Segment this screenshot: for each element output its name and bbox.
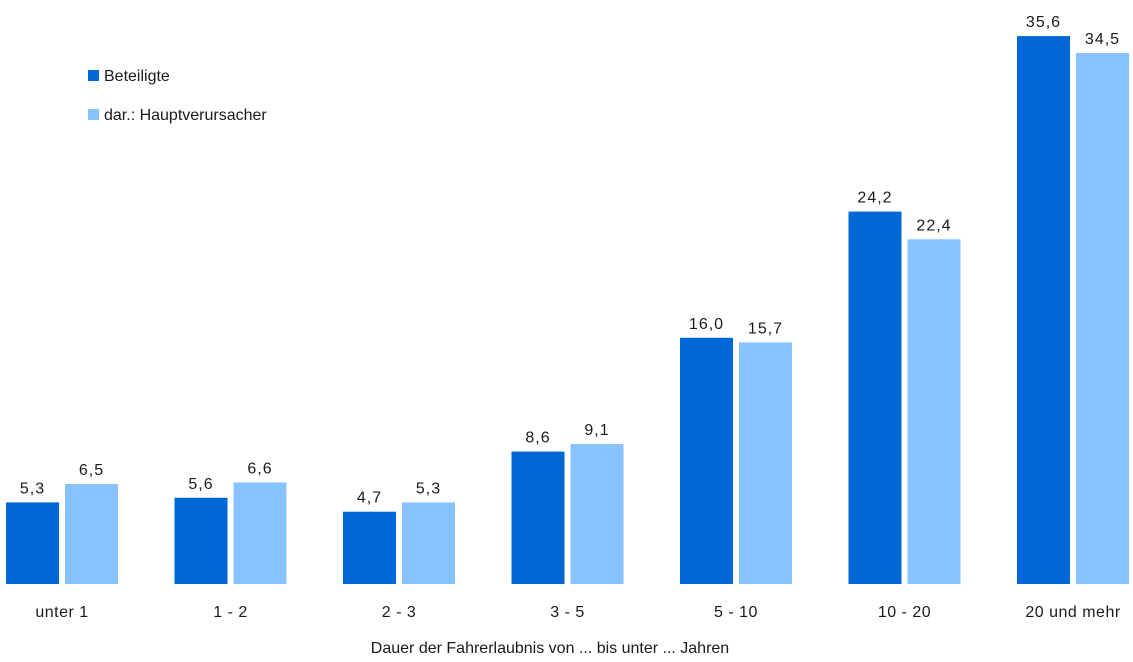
legend-label-hauptverursacher: dar.: Hauptverursacher <box>104 107 267 124</box>
value-label-series-0-cat-0: 5,3 <box>20 480 45 497</box>
category-label-4: 5 - 10 <box>714 604 758 621</box>
bar-series-0-cat-3 <box>511 451 565 584</box>
value-label-series-0-cat-1: 5,6 <box>188 476 213 493</box>
legend-item-hauptverursacher: dar.: Hauptverursacher <box>88 107 267 124</box>
legend: Beteiligte dar.: Hauptverursacher <box>88 68 267 124</box>
legend-item-beteiligte: Beteiligte <box>88 68 170 85</box>
bar-series-1-cat-5 <box>907 239 961 585</box>
value-label-series-0-cat-5: 24,2 <box>857 190 892 207</box>
value-label-series-1-cat-6: 34,5 <box>1085 31 1120 48</box>
legend-label-beteiligte: Beteiligte <box>104 68 170 85</box>
category-label-3: 3 - 5 <box>550 604 585 621</box>
bars-group <box>6 36 1129 585</box>
value-label-series-1-cat-1: 6,6 <box>247 460 272 477</box>
category-labels-group: unter 1 1 - 2 2 - 3 3 - 5 5 - 10 10 - 20 20 un… <box>35 604 1120 621</box>
value-label-series-0-cat-3: 8,6 <box>525 430 550 447</box>
category-label-1: 1 - 2 <box>213 604 248 621</box>
value-label-series-0-cat-6: 35,6 <box>1026 14 1061 31</box>
category-label-2: 2 - 3 <box>382 604 417 621</box>
bar-series-0-cat-0 <box>6 502 59 584</box>
bar-series-0-cat-4 <box>680 337 733 584</box>
category-label-5: 10 - 20 <box>878 604 931 621</box>
bar-series-0-cat-6 <box>1017 36 1070 585</box>
category-label-6: 20 und mehr <box>1025 604 1121 621</box>
bar-series-1-cat-0 <box>65 484 118 584</box>
category-label-0: unter 1 <box>35 604 88 621</box>
bar-series-0-cat-2 <box>343 511 396 584</box>
bar-series-0-cat-1 <box>174 497 228 584</box>
bar-series-1-cat-1 <box>233 482 287 584</box>
value-label-series-1-cat-5: 22,4 <box>916 217 951 234</box>
bar-series-1-cat-6 <box>1076 53 1129 584</box>
value-label-series-1-cat-2: 5,3 <box>416 480 441 497</box>
value-label-series-0-cat-2: 4,7 <box>357 490 382 507</box>
value-labels-group: 5,3 6,5 5,6 6,6 4,7 5,3 8,6 9,1 16,0 15,7 24,2 22,4… <box>20 14 1120 507</box>
bar-series-1-cat-4 <box>739 342 792 584</box>
legend-swatch-beteiligte <box>88 70 99 81</box>
value-label-series-1-cat-3: 9,1 <box>584 422 609 439</box>
bar-series-1-cat-2 <box>402 502 455 584</box>
legend-swatch-hauptverursacher <box>88 109 99 120</box>
x-axis-title: Dauer der Fahrerlaubnis von ... bis unte… <box>371 640 729 657</box>
bar-series-1-cat-3 <box>570 444 624 584</box>
value-label-series-0-cat-4: 16,0 <box>689 316 724 333</box>
bar-series-0-cat-5 <box>848 211 902 584</box>
value-label-series-1-cat-4: 15,7 <box>748 320 783 337</box>
value-label-series-1-cat-0: 6,5 <box>79 462 104 479</box>
